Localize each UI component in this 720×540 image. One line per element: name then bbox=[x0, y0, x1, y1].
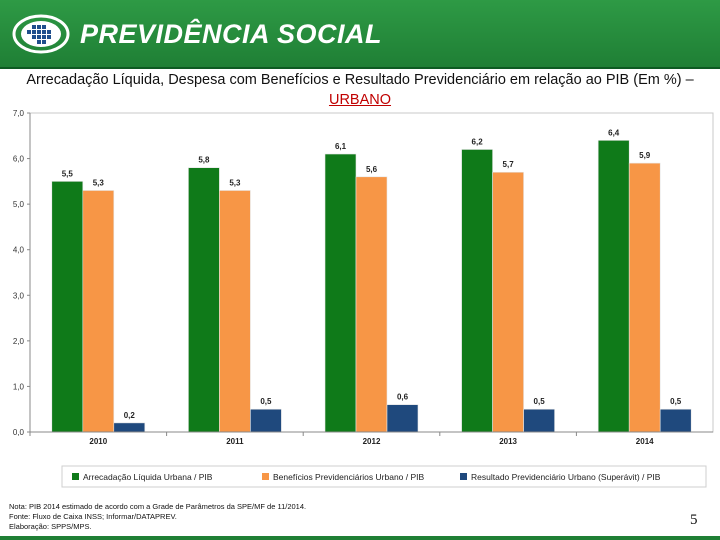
y-tick-label: 5,0 bbox=[13, 200, 25, 209]
data-label: 5,3 bbox=[93, 178, 105, 187]
data-label: 0,2 bbox=[124, 411, 136, 420]
data-label: 5,9 bbox=[639, 151, 651, 160]
data-label: 0,6 bbox=[397, 393, 409, 402]
slide-title: Arrecadação Líquida, Despesa com Benefíc… bbox=[10, 70, 710, 110]
slide-title-main: Arrecadação Líquida, Despesa com Benefíc… bbox=[26, 72, 694, 88]
data-label: 5,5 bbox=[62, 169, 74, 178]
y-tick-label: 2,0 bbox=[13, 337, 25, 346]
bar bbox=[324, 153, 357, 433]
bar bbox=[523, 408, 555, 433]
data-label: 5,6 bbox=[366, 165, 378, 174]
legend-swatch bbox=[460, 473, 467, 480]
bar bbox=[597, 140, 630, 433]
legend-label: Resultado Previdenciário Urbano (Superáv… bbox=[471, 472, 661, 482]
bar bbox=[113, 422, 146, 433]
bar bbox=[82, 190, 115, 433]
previdencia-logo-icon bbox=[12, 14, 70, 54]
bar bbox=[51, 181, 84, 433]
bar-chart: 5,5 5,3 0,2 5,8 5,3 0,5 6,1 5,6 0,6 6,2 5,7 0,5 6,4 5… bbox=[13, 109, 714, 488]
y-tick-label: 7,0 bbox=[13, 109, 25, 118]
y-tick-label: 0,0 bbox=[13, 428, 25, 437]
y-tick-label: 1,0 bbox=[13, 382, 25, 391]
legend-swatch bbox=[262, 473, 269, 480]
data-label: 6,2 bbox=[472, 137, 484, 146]
bar bbox=[188, 167, 220, 433]
bar bbox=[628, 162, 661, 433]
bar bbox=[492, 171, 524, 433]
x-tick-label: 2010 bbox=[89, 437, 107, 446]
data-label: 6,4 bbox=[608, 128, 620, 137]
bar bbox=[461, 149, 493, 433]
page-number: 5 bbox=[690, 512, 698, 528]
y-tick-label: 3,0 bbox=[13, 291, 25, 300]
bar bbox=[250, 408, 282, 433]
x-tick-label: 2011 bbox=[226, 437, 244, 446]
bar bbox=[386, 404, 419, 433]
x-tick-label: 2014 bbox=[636, 437, 654, 446]
source-line: Fonte: Fluxo de Caixa INSS; Informar/DAT… bbox=[9, 512, 177, 521]
y-tick-label: 6,0 bbox=[13, 155, 25, 164]
note-line: Nota: PIB 2014 estimado de acordo com a … bbox=[9, 502, 307, 511]
header-bar: PREVIDÊNCIA SOCIAL bbox=[0, 0, 720, 67]
bar bbox=[219, 190, 251, 433]
y-tick-label: 4,0 bbox=[13, 246, 25, 255]
legend-box bbox=[61, 465, 707, 488]
slide-title-highlight: URBANO bbox=[328, 92, 392, 108]
x-tick-label: 2012 bbox=[363, 437, 381, 446]
credits-line: Elaboração: SPPS/MPS. bbox=[9, 522, 92, 531]
bar bbox=[659, 408, 692, 433]
footnotes: Nota: PIB 2014 estimado de acordo com a … bbox=[9, 502, 306, 532]
data-label: 0,5 bbox=[260, 397, 272, 406]
data-label: 5,3 bbox=[229, 178, 241, 187]
legend-swatch bbox=[72, 473, 79, 480]
data-label: 6,1 bbox=[335, 142, 347, 151]
brand-title: PREVIDÊNCIA SOCIAL bbox=[80, 19, 383, 49]
x-tick-label: 2013 bbox=[499, 437, 517, 446]
footer-bar bbox=[0, 536, 720, 540]
data-label: 0,5 bbox=[670, 397, 682, 406]
data-label: 5,7 bbox=[503, 160, 515, 169]
legend-label: Benefícios Previdenciários Urbano / PIB bbox=[273, 472, 425, 482]
data-label: 0,5 bbox=[534, 397, 546, 406]
data-label: 5,8 bbox=[198, 156, 210, 165]
bar bbox=[355, 176, 388, 433]
legend-label: Arrecadação Líquida Urbana / PIB bbox=[83, 472, 213, 482]
header-divider bbox=[0, 67, 720, 69]
